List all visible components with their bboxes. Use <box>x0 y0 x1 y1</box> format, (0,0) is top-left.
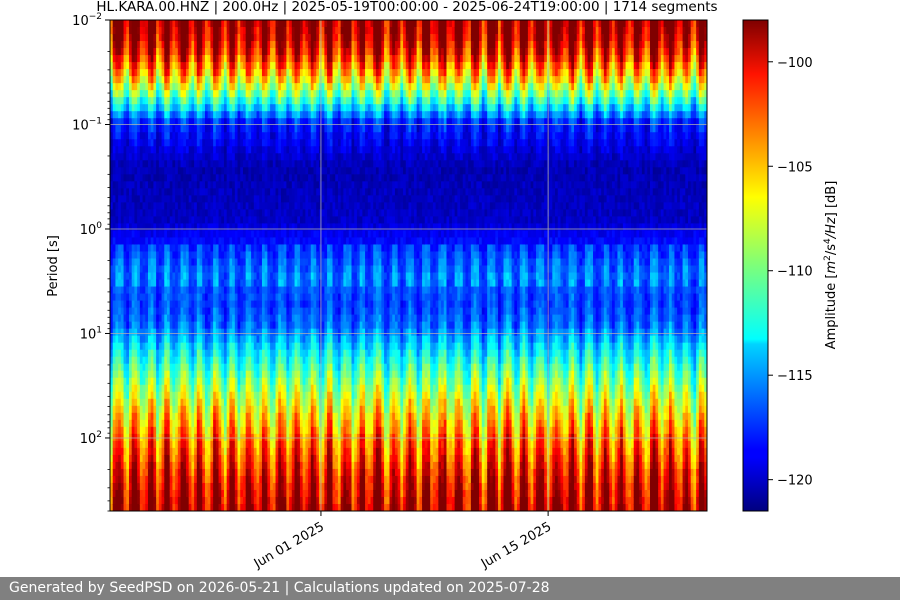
y-tick-label: 102 <box>80 430 102 447</box>
x-tick-label: Jun 01 2025 <box>251 519 327 572</box>
footer-text: Generated by SeedPSD on 2026-05-21 | Cal… <box>9 580 550 596</box>
x-tick-label: Jun 15 2025 <box>478 519 554 572</box>
colorbar-axis: −100 −105 −110 −115 −120 <box>768 56 813 489</box>
colorbar-tick-label: −115 <box>777 369 813 384</box>
footer-bar: Generated by SeedPSD on 2026-05-21 | Cal… <box>0 577 900 600</box>
colorbar-label: Amplitude [m2/s4/Hz] [dB] <box>823 181 839 350</box>
colorbar-tick-label: −100 <box>777 56 813 71</box>
y-axis-label: Period [s] <box>46 235 61 297</box>
y-tick-label: 100 <box>80 221 103 238</box>
chart: HL.KARA.00.HNZ | 200.0Hz | 2025-05-19T00… <box>46 0 839 572</box>
chart-title: HL.KARA.00.HNZ | 200.0Hz | 2025-05-19T00… <box>96 0 717 15</box>
y-axis: 10−2 10−1 100 101 102 <box>72 12 110 512</box>
grid-lines <box>110 20 707 511</box>
y-tick-label: 101 <box>80 325 102 342</box>
colorbar <box>742 19 769 512</box>
colorbar-tick-label: −110 <box>777 265 813 280</box>
y-tick-label: 10−1 <box>72 116 102 133</box>
colorbar-tick-label: −105 <box>777 160 813 175</box>
spectrogram-heatmap <box>110 20 707 511</box>
y-tick-label: 10−2 <box>72 12 102 29</box>
x-axis: Jun 01 2025 Jun 15 2025 <box>251 511 554 572</box>
colorbar-tick-label: −120 <box>777 474 813 489</box>
plot-frame <box>109 19 708 512</box>
